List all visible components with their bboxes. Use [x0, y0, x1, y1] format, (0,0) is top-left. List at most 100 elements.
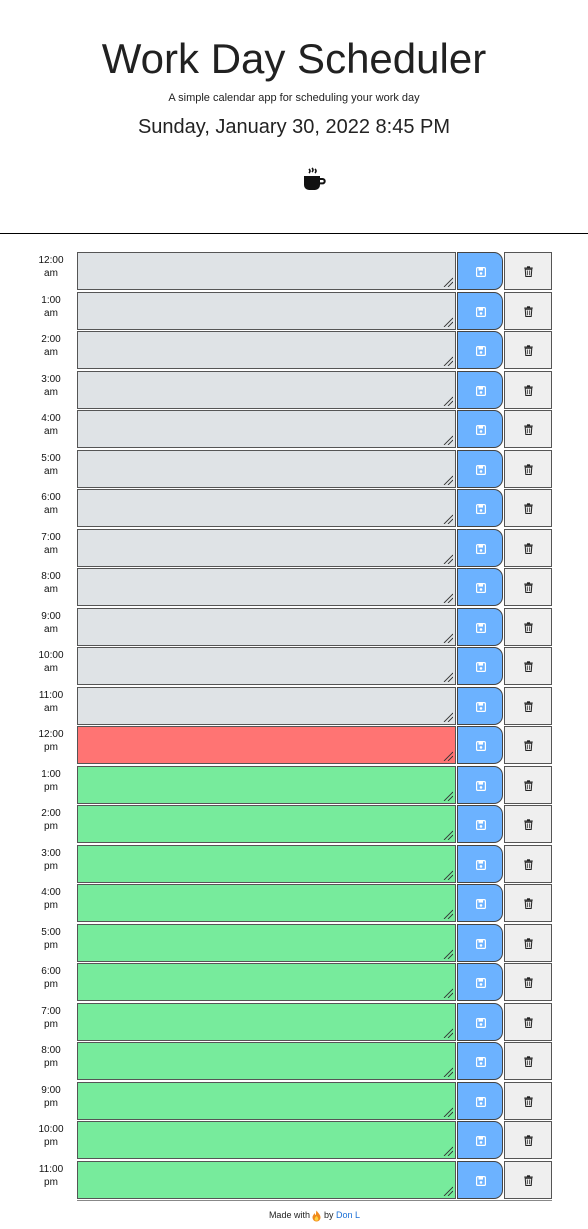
- save-button[interactable]: [457, 252, 503, 290]
- clear-button[interactable]: [504, 1081, 552, 1120]
- clear-button[interactable]: [504, 686, 552, 725]
- event-textarea[interactable]: [77, 1002, 456, 1041]
- save-button[interactable]: [457, 331, 503, 369]
- resize-handle-icon[interactable]: [443, 435, 453, 445]
- resize-handle-icon[interactable]: [443, 317, 453, 327]
- save-button[interactable]: [457, 686, 503, 725]
- event-textarea[interactable]: [77, 805, 456, 843]
- event-textarea[interactable]: [77, 686, 456, 725]
- clear-button[interactable]: [504, 1002, 552, 1041]
- event-textarea[interactable]: [77, 370, 456, 409]
- resize-handle-icon[interactable]: [443, 791, 453, 801]
- resize-handle-icon[interactable]: [443, 396, 453, 406]
- save-button[interactable]: [457, 291, 503, 330]
- clear-button[interactable]: [504, 331, 552, 369]
- save-button[interactable]: [457, 1081, 503, 1120]
- clear-button[interactable]: [504, 489, 552, 527]
- trash-icon: [524, 1095, 533, 1107]
- save-button[interactable]: [457, 765, 503, 804]
- resize-handle-icon[interactable]: [443, 909, 453, 919]
- save-button[interactable]: [457, 1042, 503, 1080]
- clear-button[interactable]: [504, 410, 552, 448]
- clear-button[interactable]: [504, 291, 552, 330]
- event-textarea[interactable]: [77, 331, 456, 369]
- event-textarea[interactable]: [77, 607, 456, 646]
- save-button[interactable]: [457, 923, 503, 962]
- save-icon: [476, 1017, 486, 1028]
- resize-handle-icon[interactable]: [443, 475, 453, 485]
- save-button[interactable]: [457, 884, 503, 922]
- resize-handle-icon[interactable]: [443, 1146, 453, 1156]
- resize-handle-icon[interactable]: [443, 1186, 453, 1196]
- save-button[interactable]: [457, 1121, 503, 1159]
- event-textarea[interactable]: [77, 884, 456, 922]
- clear-button[interactable]: [504, 607, 552, 646]
- resize-handle-icon[interactable]: [443, 712, 453, 722]
- save-button[interactable]: [457, 449, 503, 488]
- clear-button[interactable]: [504, 370, 552, 409]
- clear-button[interactable]: [504, 1121, 552, 1159]
- event-textarea[interactable]: [77, 844, 456, 883]
- save-button[interactable]: [457, 963, 503, 1001]
- clear-button[interactable]: [504, 528, 552, 567]
- event-textarea[interactable]: [77, 410, 456, 448]
- event-textarea[interactable]: [77, 647, 456, 685]
- save-button[interactable]: [457, 805, 503, 843]
- event-textarea[interactable]: [77, 252, 456, 290]
- clear-button[interactable]: [504, 805, 552, 843]
- event-textarea[interactable]: [77, 1121, 456, 1159]
- save-button[interactable]: [457, 568, 503, 606]
- save-button[interactable]: [457, 726, 503, 764]
- resize-handle-icon[interactable]: [443, 593, 453, 603]
- clear-button[interactable]: [504, 726, 552, 764]
- clear-button[interactable]: [504, 844, 552, 883]
- resize-handle-icon[interactable]: [443, 949, 453, 959]
- save-button[interactable]: [457, 410, 503, 448]
- clear-button[interactable]: [504, 765, 552, 804]
- save-button[interactable]: [457, 528, 503, 567]
- resize-handle-icon[interactable]: [443, 356, 453, 366]
- save-button[interactable]: [457, 489, 503, 527]
- resize-handle-icon[interactable]: [443, 633, 453, 643]
- event-textarea[interactable]: [77, 568, 456, 606]
- save-button[interactable]: [457, 1002, 503, 1041]
- clear-button[interactable]: [504, 252, 552, 290]
- save-button[interactable]: [457, 607, 503, 646]
- author-link[interactable]: Don L: [336, 1210, 361, 1220]
- save-button[interactable]: [457, 1160, 503, 1199]
- clear-button[interactable]: [504, 923, 552, 962]
- event-textarea[interactable]: [77, 1042, 456, 1080]
- resize-handle-icon[interactable]: [443, 672, 453, 682]
- clear-button[interactable]: [504, 568, 552, 606]
- event-textarea[interactable]: [77, 1081, 456, 1120]
- event-textarea[interactable]: [77, 923, 456, 962]
- resize-handle-icon[interactable]: [443, 1067, 453, 1077]
- resize-handle-icon[interactable]: [443, 1028, 453, 1038]
- event-textarea[interactable]: [77, 765, 456, 804]
- resize-handle-icon[interactable]: [443, 751, 453, 761]
- clear-button[interactable]: [504, 647, 552, 685]
- resize-handle-icon[interactable]: [443, 514, 453, 524]
- clear-button[interactable]: [504, 963, 552, 1001]
- resize-handle-icon[interactable]: [443, 1107, 453, 1117]
- event-textarea[interactable]: [77, 291, 456, 330]
- resize-handle-icon[interactable]: [443, 870, 453, 880]
- clear-button[interactable]: [504, 1160, 552, 1199]
- event-textarea[interactable]: [77, 726, 456, 764]
- resize-handle-icon[interactable]: [443, 554, 453, 564]
- event-textarea[interactable]: [77, 528, 456, 567]
- resize-handle-icon[interactable]: [443, 830, 453, 840]
- event-textarea[interactable]: [77, 489, 456, 527]
- clear-button[interactable]: [504, 1042, 552, 1080]
- save-button[interactable]: [457, 844, 503, 883]
- save-button[interactable]: [457, 647, 503, 685]
- clear-button[interactable]: [504, 884, 552, 922]
- event-textarea[interactable]: [77, 449, 456, 488]
- hour-label: 3:00 am: [26, 373, 76, 399]
- save-button[interactable]: [457, 370, 503, 409]
- clear-button[interactable]: [504, 449, 552, 488]
- event-textarea[interactable]: [77, 963, 456, 1001]
- resize-handle-icon[interactable]: [443, 988, 453, 998]
- event-textarea[interactable]: [77, 1160, 456, 1199]
- resize-handle-icon[interactable]: [443, 277, 453, 287]
